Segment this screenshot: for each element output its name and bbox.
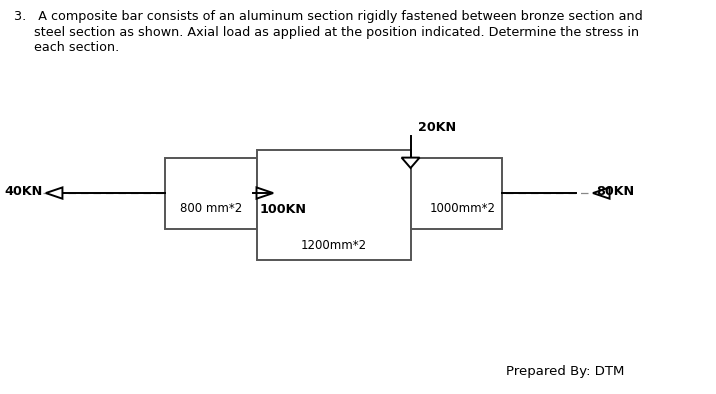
Text: 1200mm*2: 1200mm*2 [301, 239, 367, 252]
Bar [410, 158, 502, 229]
Text: 100KN: 100KN [260, 203, 306, 216]
Bar [256, 150, 410, 260]
Polygon shape [593, 188, 609, 199]
Text: 1000mm*2: 1000mm*2 [430, 202, 495, 215]
Text: 3.   A composite bar consists of an aluminum section rigidly fastened between br: 3. A composite bar consists of an alumin… [14, 10, 643, 23]
Text: steel section as shown. Axial load as applied at the position indicated. Determi: steel section as shown. Axial load as ap… [14, 26, 639, 39]
Polygon shape [46, 188, 62, 199]
Text: 20KN: 20KN [418, 121, 456, 134]
Text: Prepared By: DTM: Prepared By: DTM [506, 365, 624, 378]
Text: 800 mm*2: 800 mm*2 [180, 202, 242, 215]
Bar [165, 158, 256, 229]
Polygon shape [402, 158, 420, 168]
Text: each section.: each section. [14, 41, 120, 54]
Text: 80KN: 80KN [596, 185, 634, 197]
Polygon shape [256, 188, 273, 199]
Text: 40KN: 40KN [4, 185, 43, 197]
